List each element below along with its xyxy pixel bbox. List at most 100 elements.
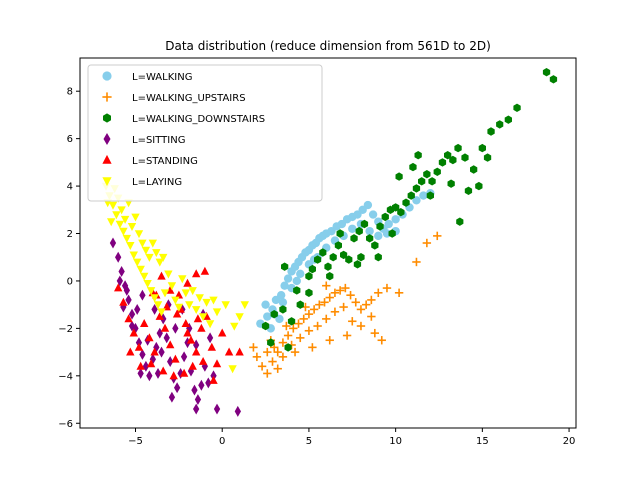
data-point	[419, 191, 428, 200]
data-point	[206, 332, 214, 344]
data-point	[391, 215, 400, 224]
data-point	[283, 274, 293, 283]
data-point	[134, 230, 144, 239]
data-point	[426, 191, 434, 200]
data-point	[192, 306, 201, 314]
data-point	[234, 405, 241, 417]
data-point	[329, 253, 337, 262]
data-point	[438, 158, 447, 167]
data-point	[118, 266, 125, 277]
data-point	[172, 309, 182, 318]
data-point	[384, 219, 393, 229]
data-point	[145, 253, 154, 262]
data-point	[341, 283, 350, 293]
data-point	[475, 181, 483, 191]
data-point	[156, 327, 163, 339]
data-point	[167, 356, 174, 367]
data-point	[180, 351, 188, 363]
data-point	[360, 219, 369, 229]
data-point	[212, 359, 222, 368]
data-point	[305, 288, 313, 297]
x-tick-label: 5	[306, 436, 312, 447]
data-point	[279, 305, 287, 314]
data-point	[155, 311, 164, 320]
data-point	[356, 321, 366, 331]
x-tick-label: −5	[128, 436, 143, 447]
data-point	[146, 359, 156, 368]
data-point	[167, 282, 177, 291]
data-point	[370, 328, 380, 338]
data-point	[330, 288, 340, 298]
data-point	[136, 361, 145, 370]
data-point	[309, 305, 319, 314]
data-point	[178, 275, 187, 284]
data-point	[263, 312, 272, 321]
data-point	[282, 321, 291, 331]
data-point	[281, 262, 289, 271]
data-point	[122, 234, 131, 243]
data-point	[314, 255, 322, 264]
plot-area	[79, 57, 577, 429]
data-point	[128, 320, 136, 332]
data-point	[183, 328, 192, 337]
data-point	[270, 310, 278, 319]
data-point	[284, 343, 292, 352]
data-point	[166, 340, 175, 349]
data-point	[320, 298, 329, 307]
legend-label: L=LAYING	[132, 177, 182, 188]
data-point	[157, 308, 166, 317]
data-point	[114, 283, 123, 292]
data-point	[132, 322, 139, 334]
data-point	[261, 300, 270, 309]
data-point	[263, 347, 272, 357]
legend-marker	[102, 177, 112, 187]
data-point	[168, 391, 176, 403]
data-point	[163, 332, 170, 344]
data-point	[249, 343, 258, 352]
data-point	[371, 241, 379, 250]
data-point	[209, 296, 218, 305]
points-layer	[101, 68, 558, 417]
data-point	[367, 295, 376, 305]
data-point	[213, 403, 221, 415]
data-point	[115, 220, 125, 229]
data-point	[143, 280, 152, 288]
data-point	[407, 191, 415, 200]
data-point	[290, 347, 300, 357]
data-point	[198, 379, 205, 391]
data-point	[202, 298, 211, 307]
data-point	[154, 368, 162, 379]
data-point	[330, 307, 340, 316]
data-point	[186, 322, 193, 334]
data-point	[158, 346, 165, 358]
data-point	[186, 335, 196, 344]
data-point	[240, 301, 249, 310]
data-point	[179, 368, 189, 377]
data-point	[444, 151, 452, 160]
data-point	[278, 338, 288, 347]
y-tick-label: 4	[67, 182, 73, 193]
data-point	[397, 208, 405, 217]
data-point	[221, 301, 230, 310]
data-point	[367, 312, 376, 321]
x-tick-label: 20	[563, 436, 576, 447]
data-point	[112, 211, 121, 220]
data-point	[296, 300, 304, 309]
legend: L=WALKING L=WALKING_UPSTAIRS L=WALKING_DOW…	[87, 64, 323, 202]
data-point	[192, 269, 201, 278]
data-point	[252, 352, 262, 362]
data-point	[174, 290, 184, 299]
data-point	[160, 323, 170, 332]
data-point	[134, 304, 141, 315]
data-point	[188, 361, 197, 370]
data-point	[157, 271, 166, 280]
data-point	[193, 339, 200, 351]
data-point	[174, 303, 184, 312]
data-point	[148, 239, 157, 248]
legend-marker	[102, 71, 112, 81]
data-point	[124, 314, 133, 323]
data-point	[193, 314, 203, 323]
data-point	[346, 290, 355, 300]
data-point	[129, 328, 138, 337]
data-point	[268, 357, 277, 366]
